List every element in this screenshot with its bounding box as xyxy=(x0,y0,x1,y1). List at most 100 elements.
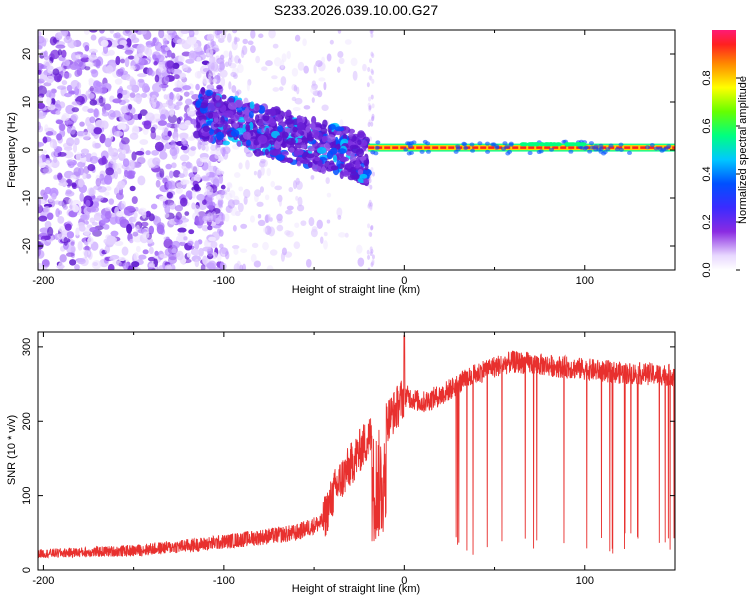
spectrogram-cell xyxy=(64,223,72,231)
spectrogram-cell xyxy=(215,94,221,101)
x-tick-label: 0 xyxy=(401,275,407,287)
spectrogram-cell xyxy=(137,254,147,260)
spectrogram-cell xyxy=(84,220,89,225)
spectrogram-cell xyxy=(425,149,431,154)
spectrogram-cell xyxy=(129,238,134,244)
colorbar-tick-label: 0.8 xyxy=(701,70,713,85)
spectrogram-cell xyxy=(131,261,140,268)
spectrogram-cell xyxy=(107,263,115,270)
spectrogram-cell xyxy=(303,105,311,110)
spectrogram-cell xyxy=(357,139,362,146)
spectrogram-cell xyxy=(337,148,347,154)
spectrogram-cell xyxy=(368,231,372,237)
spectrogram-cell xyxy=(65,104,76,115)
spectrogram-cell xyxy=(50,151,58,158)
spectrogram-cell xyxy=(311,226,318,233)
spectrogram-cell xyxy=(47,226,54,237)
spectrogram-cell xyxy=(38,63,44,70)
spectrogram-cell xyxy=(38,162,46,169)
spectrogram-cell xyxy=(97,186,107,193)
spectrogram-cell xyxy=(200,87,206,93)
spectrogram-cell xyxy=(117,93,123,99)
spectrogram-cell xyxy=(227,33,232,43)
spectrogram-cell xyxy=(164,204,171,214)
spectrogram-cell xyxy=(95,178,102,187)
spectrogram-cell xyxy=(104,137,112,148)
spectrogram-cell xyxy=(67,39,77,49)
spectrogram-cell xyxy=(232,30,238,34)
spectrogram-cell xyxy=(575,142,582,147)
spectrogram-cell xyxy=(154,74,160,83)
spectrogram-cell xyxy=(284,119,293,125)
spectrogram-cell xyxy=(53,73,63,83)
spectrogram-cell xyxy=(218,229,224,237)
spectrogram-cell xyxy=(70,113,79,122)
spectrogram-cell xyxy=(48,91,56,99)
spectrogram-cell xyxy=(191,189,196,199)
spectrogram-cell xyxy=(502,141,508,146)
spectrogram-cell xyxy=(217,253,222,262)
spectrogram-y-axis-label: Frequency (Hz) xyxy=(6,112,18,188)
spectrogram-cell xyxy=(253,189,262,197)
colorbar-tick-label: 0.2 xyxy=(701,214,713,229)
spectrogram-cell xyxy=(148,263,156,268)
spectrogram-cell xyxy=(337,51,344,58)
spectrogram-cell xyxy=(87,187,96,197)
spectrogram-cell xyxy=(164,248,173,257)
spectrogram-cell xyxy=(122,90,128,95)
spectrogram-cell xyxy=(89,217,96,224)
spectrogram-cell xyxy=(38,248,41,257)
spectrogram-cell xyxy=(124,30,131,34)
spectrogram-cell xyxy=(158,63,167,74)
spectrogram-cell xyxy=(366,249,370,255)
spectrogram-cell xyxy=(74,137,80,146)
spectrogram-cell xyxy=(357,169,364,176)
spectrogram-cell xyxy=(97,157,108,165)
spectrogram-cell xyxy=(194,258,200,268)
spectrogram-cell xyxy=(53,156,58,163)
spectrogram-cell xyxy=(105,167,115,176)
spectrogram-cell xyxy=(58,200,65,207)
spectrogram-cell xyxy=(39,72,48,82)
spectrogram-cell xyxy=(39,227,50,234)
spectrogram-cell xyxy=(51,192,57,200)
spectrogram-cell xyxy=(158,105,166,115)
spectrogram-cell xyxy=(370,121,374,127)
spectrogram-cell xyxy=(64,92,72,98)
spectrogram-cell xyxy=(329,160,335,166)
spectrogram-cell xyxy=(408,150,414,155)
snr-series-line xyxy=(38,335,675,559)
spectrogram-cell xyxy=(250,253,257,263)
spectrogram-cell xyxy=(108,198,115,205)
spectrogram-cell xyxy=(349,166,357,174)
spectrogram-cell xyxy=(210,38,215,48)
spectrogram-cell xyxy=(113,130,124,137)
spectrogram-cell xyxy=(207,204,214,210)
spectrogram-cell xyxy=(59,123,66,132)
spectrogram-cell xyxy=(49,36,57,46)
spectrogram-cell xyxy=(140,221,149,227)
spectrogram-cell xyxy=(289,147,295,153)
spectrogram-cell xyxy=(70,174,77,180)
spectrogram-cell xyxy=(140,92,148,98)
spectrogram-cell xyxy=(217,30,223,35)
spectrogram-cell xyxy=(114,78,123,85)
spectrogram-cell xyxy=(238,58,242,64)
spectrogram-cell xyxy=(350,57,358,67)
spectrogram-cell xyxy=(371,254,375,260)
spectrogram-cell xyxy=(38,121,41,131)
spectrogram-cell xyxy=(284,157,293,163)
spectrogram-cell xyxy=(109,256,116,262)
spectrogram-cell xyxy=(344,232,349,238)
spectrogram-cell xyxy=(663,146,669,151)
spectrogram-cell xyxy=(321,104,329,111)
spectrogram-cell xyxy=(139,109,148,116)
spectrogram-cell xyxy=(233,172,241,178)
spectrogram-cell xyxy=(263,227,268,233)
spectrogram-cell xyxy=(77,167,85,176)
spectrogram-cell xyxy=(199,157,210,163)
spectrogram-cell xyxy=(82,131,91,141)
spectrogram-cell xyxy=(567,142,574,147)
spectrogram-cell xyxy=(91,221,98,226)
spectrogram-cell xyxy=(206,212,214,223)
